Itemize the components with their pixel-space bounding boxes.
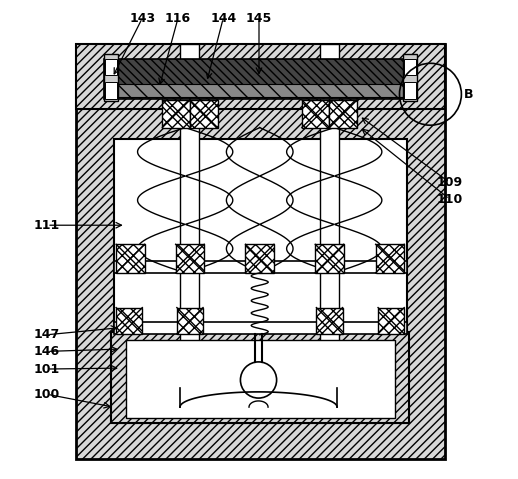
Bar (109, 84, 411, 97)
Text: 145: 145 (246, 11, 272, 24)
Bar (111, 332, 409, 423)
Bar (404, 58, 415, 75)
Bar (104, 54, 118, 102)
Bar (190, 100, 218, 127)
Text: 101: 101 (34, 363, 60, 376)
Bar (376, 244, 404, 273)
Bar (76, 44, 445, 458)
Bar (114, 139, 407, 423)
Bar (315, 244, 344, 273)
Text: 109: 109 (437, 176, 463, 189)
Bar (180, 44, 199, 385)
Bar (76, 44, 445, 109)
Bar (105, 82, 117, 99)
Bar (316, 308, 342, 334)
Bar (114, 322, 407, 334)
Bar (302, 100, 329, 127)
Bar (114, 261, 407, 273)
Text: 144: 144 (210, 11, 236, 24)
Bar (404, 82, 415, 99)
Text: 110: 110 (436, 193, 463, 205)
Text: 116: 116 (165, 11, 191, 24)
Text: 100: 100 (34, 388, 60, 401)
Bar (104, 58, 416, 99)
Bar (329, 100, 357, 127)
Bar (177, 308, 203, 334)
Bar (116, 244, 145, 273)
Bar (126, 340, 395, 418)
Bar (378, 308, 404, 334)
Text: 146: 146 (34, 345, 60, 358)
Bar (162, 100, 190, 127)
Text: 143: 143 (130, 11, 155, 24)
Bar (320, 44, 339, 385)
Text: B: B (464, 88, 473, 101)
Bar (116, 308, 142, 334)
Bar (105, 58, 117, 75)
Bar (404, 54, 416, 102)
Bar (176, 244, 204, 273)
Bar (246, 244, 274, 273)
Text: 111: 111 (34, 219, 60, 232)
Text: 147: 147 (34, 328, 60, 341)
